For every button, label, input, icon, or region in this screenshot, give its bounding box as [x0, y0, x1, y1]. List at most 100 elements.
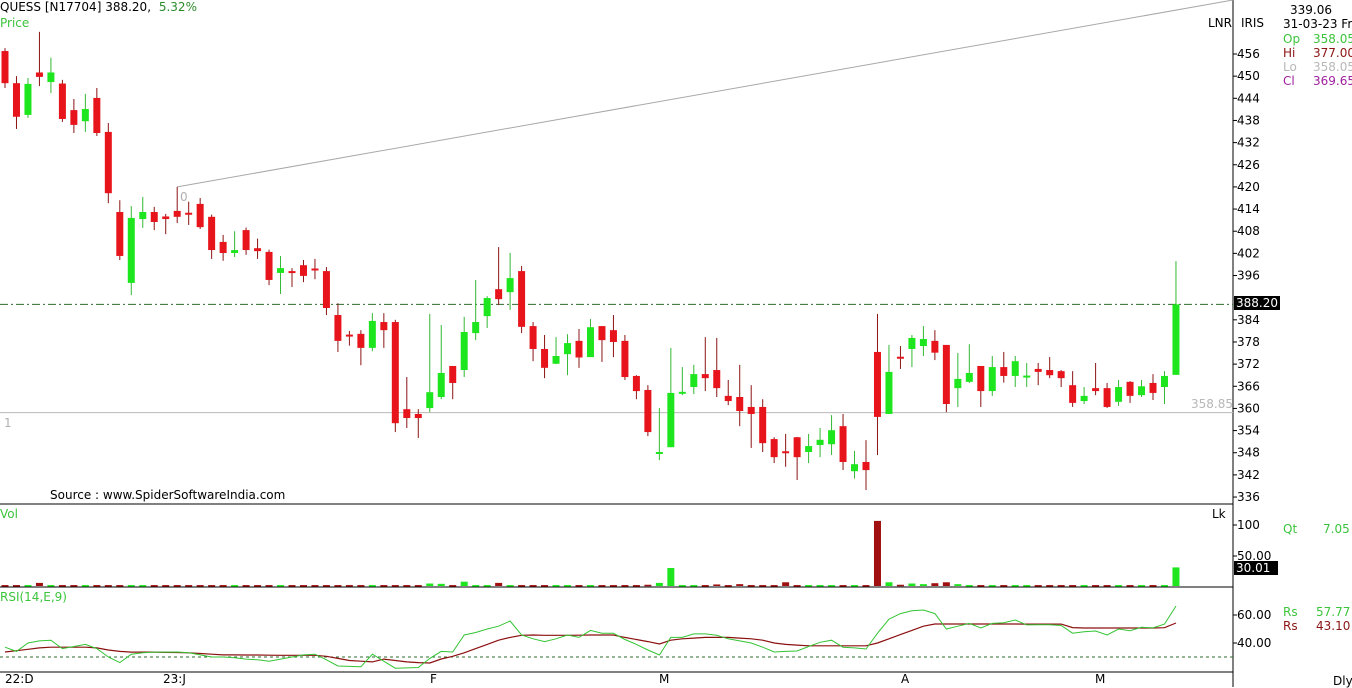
volume-bar — [1011, 585, 1019, 587]
candle — [931, 330, 939, 361]
volume-bar — [1, 585, 9, 587]
volume-bar — [1034, 585, 1042, 587]
candle-body — [965, 372, 973, 382]
candle-body — [575, 340, 583, 358]
volume-bar — [632, 585, 640, 587]
volume-bar — [357, 585, 365, 587]
volume-bar — [483, 585, 491, 587]
volume-bar — [873, 520, 881, 586]
candle — [839, 413, 847, 471]
candle — [598, 326, 606, 362]
indicator-name: IRIS — [1241, 16, 1265, 30]
candle — [747, 385, 755, 448]
candle — [35, 31, 43, 87]
support-level-label: 358.85 — [1191, 397, 1233, 411]
candle — [828, 415, 836, 455]
candle — [368, 313, 376, 352]
volume-bar — [862, 585, 870, 587]
qty-label: Qt — [1283, 522, 1298, 536]
candle — [81, 93, 89, 132]
candle — [736, 364, 744, 427]
candle-body — [472, 322, 480, 334]
rsi-line — [4, 605, 1177, 669]
period-label[interactable]: Dly — [1333, 674, 1352, 688]
candle-body — [1160, 375, 1168, 388]
volume-tick: 50.00 — [1237, 549, 1272, 563]
volume-bar — [655, 582, 663, 586]
volume-bar — [724, 585, 732, 587]
price-tick-label: 456 — [1237, 47, 1260, 61]
candle-body — [896, 356, 904, 359]
cursor-price: 339.06 — [1290, 3, 1332, 17]
volume-bar — [552, 585, 560, 587]
volume-bar — [311, 585, 319, 587]
scale-mode[interactable]: LNR — [1208, 16, 1232, 30]
volume-bar — [793, 585, 801, 587]
candle — [58, 79, 66, 122]
volume-bar — [919, 584, 927, 586]
candle-body — [150, 212, 158, 222]
candle-body — [644, 389, 652, 433]
candle — [908, 334, 916, 368]
volume-last-box: 30.01 — [1234, 561, 1278, 575]
volume-bar — [988, 585, 996, 587]
candle — [690, 364, 698, 395]
x-tick-label: 22:D — [5, 672, 34, 686]
x-tick-label: 23:J — [163, 672, 186, 686]
candle — [196, 197, 204, 230]
volume-bar — [116, 585, 124, 587]
candle — [621, 334, 629, 381]
volume-bar — [965, 585, 973, 587]
candle — [1126, 381, 1134, 403]
candle-body — [322, 271, 330, 309]
volume-bar — [621, 585, 629, 587]
candle — [1034, 363, 1042, 386]
candle — [162, 213, 170, 235]
price-tick-label: 444 — [1237, 91, 1260, 105]
candle — [449, 365, 457, 400]
volume-bar — [690, 585, 698, 587]
candle-body — [678, 391, 686, 394]
candle — [988, 356, 996, 396]
volume-bar — [1000, 585, 1008, 587]
candle — [655, 408, 663, 461]
rsi-tick: 60.00 — [1237, 608, 1272, 622]
candle-body — [552, 356, 560, 364]
candle-body — [12, 83, 20, 117]
candle — [24, 77, 32, 118]
candle-body — [81, 109, 89, 122]
candle-body — [839, 426, 847, 462]
candle — [805, 433, 813, 464]
candle-body — [828, 430, 836, 445]
rsi-lines — [4, 605, 1177, 669]
volume-bar — [701, 585, 709, 587]
candle — [678, 367, 686, 396]
candle — [942, 344, 950, 413]
candle-body — [782, 451, 790, 454]
high-label: Hi — [1283, 46, 1296, 60]
volume-bar — [977, 585, 985, 587]
candle-body — [816, 439, 824, 445]
candle — [1069, 371, 1077, 407]
rsi-value: 57.77 — [1316, 605, 1351, 619]
volume-bar — [414, 585, 422, 587]
candle — [391, 319, 399, 433]
axis-ticks: 456 450 444 438 432 426 420 414 408 402 396 384 378 3… — [1233, 47, 1260, 644]
price-tick-label: 372 — [1237, 357, 1260, 371]
volume-bar — [1092, 585, 1100, 587]
candle-body — [380, 322, 388, 331]
volume-bar — [908, 583, 916, 586]
chart-header: QUESS [N17704] 388.20, 5.32% — [0, 0, 197, 14]
candle — [885, 344, 893, 414]
volume-bar — [1126, 585, 1134, 587]
candle-body — [632, 375, 640, 392]
candle — [529, 322, 537, 362]
volume-bar — [1149, 585, 1157, 587]
volume-bar — [277, 585, 285, 587]
candle — [873, 313, 881, 455]
volume-bar — [81, 585, 89, 587]
candle-body — [483, 298, 491, 317]
candle — [150, 206, 158, 231]
candle-body — [529, 326, 537, 349]
candle — [380, 313, 388, 348]
